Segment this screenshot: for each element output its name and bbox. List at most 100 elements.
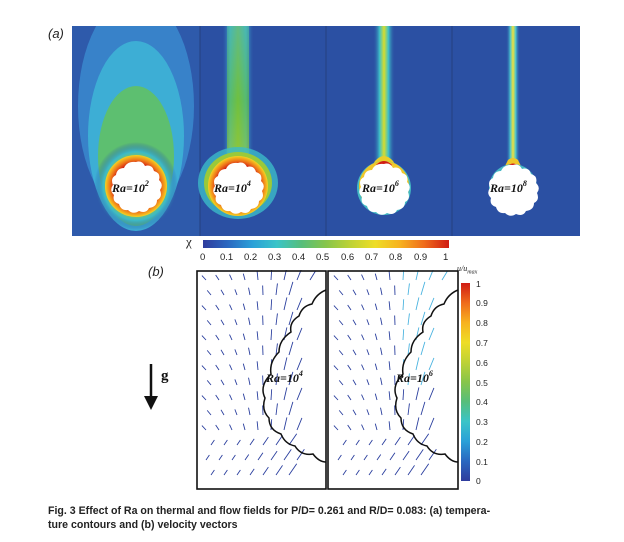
ra-label-a1: Ra=102 xyxy=(111,179,149,195)
velocity-vector xyxy=(420,433,430,446)
cylinder-shape xyxy=(488,164,539,216)
ra-label-a3: Ra=106 xyxy=(361,179,399,195)
velocity-vector xyxy=(201,305,207,311)
contour-case-ra-1e6: Ra=106 xyxy=(357,26,411,215)
velocity-vector xyxy=(338,410,344,416)
velocity-vector xyxy=(283,449,292,461)
velocity-vector xyxy=(206,350,212,356)
velocity-vector xyxy=(366,289,370,296)
velocity-vector xyxy=(333,275,339,281)
velocity-vector xyxy=(361,394,365,401)
velocity-vector xyxy=(361,364,365,371)
velocity-vector xyxy=(296,417,303,431)
velocity-vector xyxy=(234,289,238,296)
velocity-vector xyxy=(220,319,225,326)
velocity-vector xyxy=(201,335,207,341)
velocity-vector xyxy=(275,403,278,416)
velocity-vector xyxy=(248,287,251,296)
velocity-vector xyxy=(270,450,278,461)
velocity-vector xyxy=(256,391,259,401)
cb-vel-tick: 0.7 xyxy=(476,338,488,348)
velocity-vector xyxy=(363,454,368,461)
cb-vel-tick: 0.5 xyxy=(476,378,488,388)
velocity-vector xyxy=(350,454,355,461)
velocity-vector xyxy=(283,357,288,371)
velocity-vector xyxy=(275,313,278,326)
colorbar-chi-ticks: 0 0.1 0.2 0.3 0.4 0.5 0.6 0.7 0.8 0.9 1 xyxy=(198,252,460,264)
velocity-vector xyxy=(201,395,207,401)
velocity-vector xyxy=(215,394,220,401)
velocity-vector xyxy=(420,281,426,296)
velocity-vector xyxy=(389,452,396,461)
velocity-vector xyxy=(407,283,410,296)
velocity-vector xyxy=(262,436,269,446)
velocity-vector xyxy=(283,297,288,311)
velocity-vector xyxy=(220,289,225,296)
cb-chi-tick: 0.9 xyxy=(414,252,428,263)
cb-chi-tick: 0.2 xyxy=(244,252,258,263)
velocity-vector xyxy=(215,424,220,431)
velocity-vector xyxy=(342,469,347,476)
velocity-vector xyxy=(402,419,405,431)
velocity-vector xyxy=(420,311,426,326)
contour-case-ra-1e8: Ra=108 xyxy=(488,26,539,216)
velocity-vector xyxy=(374,423,378,431)
colorbar-velocity-ticks: 1 0.9 0.8 0.7 0.6 0.5 0.4 0.3 0.2 0.1 0 xyxy=(476,279,506,489)
frame-right xyxy=(327,270,459,490)
velocity-vector xyxy=(388,301,391,311)
velocity-vector xyxy=(380,287,383,296)
velocity-vector xyxy=(428,270,434,281)
cb-chi-tick: 0.5 xyxy=(316,252,330,263)
velocity-vector xyxy=(428,448,437,461)
velocity-vector xyxy=(347,394,352,401)
velocity-vector xyxy=(215,334,220,341)
cb-vel-tick: 0.8 xyxy=(476,318,488,328)
cylinder-shape xyxy=(213,162,264,214)
velocity-vector xyxy=(215,304,220,311)
velocity-vector xyxy=(402,299,405,311)
velocity-vector xyxy=(428,357,435,371)
velocity-vector xyxy=(374,273,378,281)
velocity-vector xyxy=(215,364,220,371)
velocity-vector xyxy=(376,454,382,461)
cb-chi-tick: 0.1 xyxy=(220,252,234,263)
velocity-vector xyxy=(234,379,238,386)
velocity-vector xyxy=(368,439,373,446)
velocity-vector xyxy=(428,297,435,311)
cb-chi-tick: 0.6 xyxy=(341,252,355,263)
figure-caption: Fig. 3 Effect of Ra on thermal and flow … xyxy=(48,504,588,532)
velocity-vector xyxy=(428,387,435,401)
cb-vel-tick: 1 xyxy=(476,279,481,289)
velocity-vector xyxy=(296,270,302,281)
velocity-vector xyxy=(242,393,246,401)
velocity-vector xyxy=(275,435,283,446)
velocity-vector xyxy=(352,349,357,356)
velocity-vector xyxy=(333,335,339,341)
velocity-vector xyxy=(333,395,339,401)
velocity-vector xyxy=(283,387,288,401)
velocity-vector xyxy=(388,331,391,341)
velocity-vector xyxy=(220,349,225,356)
velocity-vector xyxy=(206,380,212,386)
velocity-vector xyxy=(234,319,238,326)
velocity-vector xyxy=(380,407,383,416)
panel-a-label: (a) xyxy=(48,26,64,41)
velocity-vector xyxy=(333,365,339,371)
velocity-vector xyxy=(352,409,357,416)
velocity-vector xyxy=(256,361,259,371)
velocity-vector xyxy=(374,303,378,311)
colorbar-velocity-title: u/umax xyxy=(457,264,478,276)
velocity-vector xyxy=(347,304,352,311)
velocity-vector xyxy=(229,364,233,371)
velocity-vector xyxy=(205,454,210,461)
velocity-vector xyxy=(242,423,246,431)
velocity-vector xyxy=(420,341,426,356)
velocity-vector xyxy=(415,270,419,281)
velocity-vector xyxy=(275,343,278,356)
velocity-vector xyxy=(288,341,294,356)
velocity-vector xyxy=(288,433,298,446)
velocity-vector xyxy=(420,463,430,476)
velocity-vector xyxy=(275,465,283,476)
velocity-vector xyxy=(407,435,415,446)
velocity-vector xyxy=(347,364,352,371)
